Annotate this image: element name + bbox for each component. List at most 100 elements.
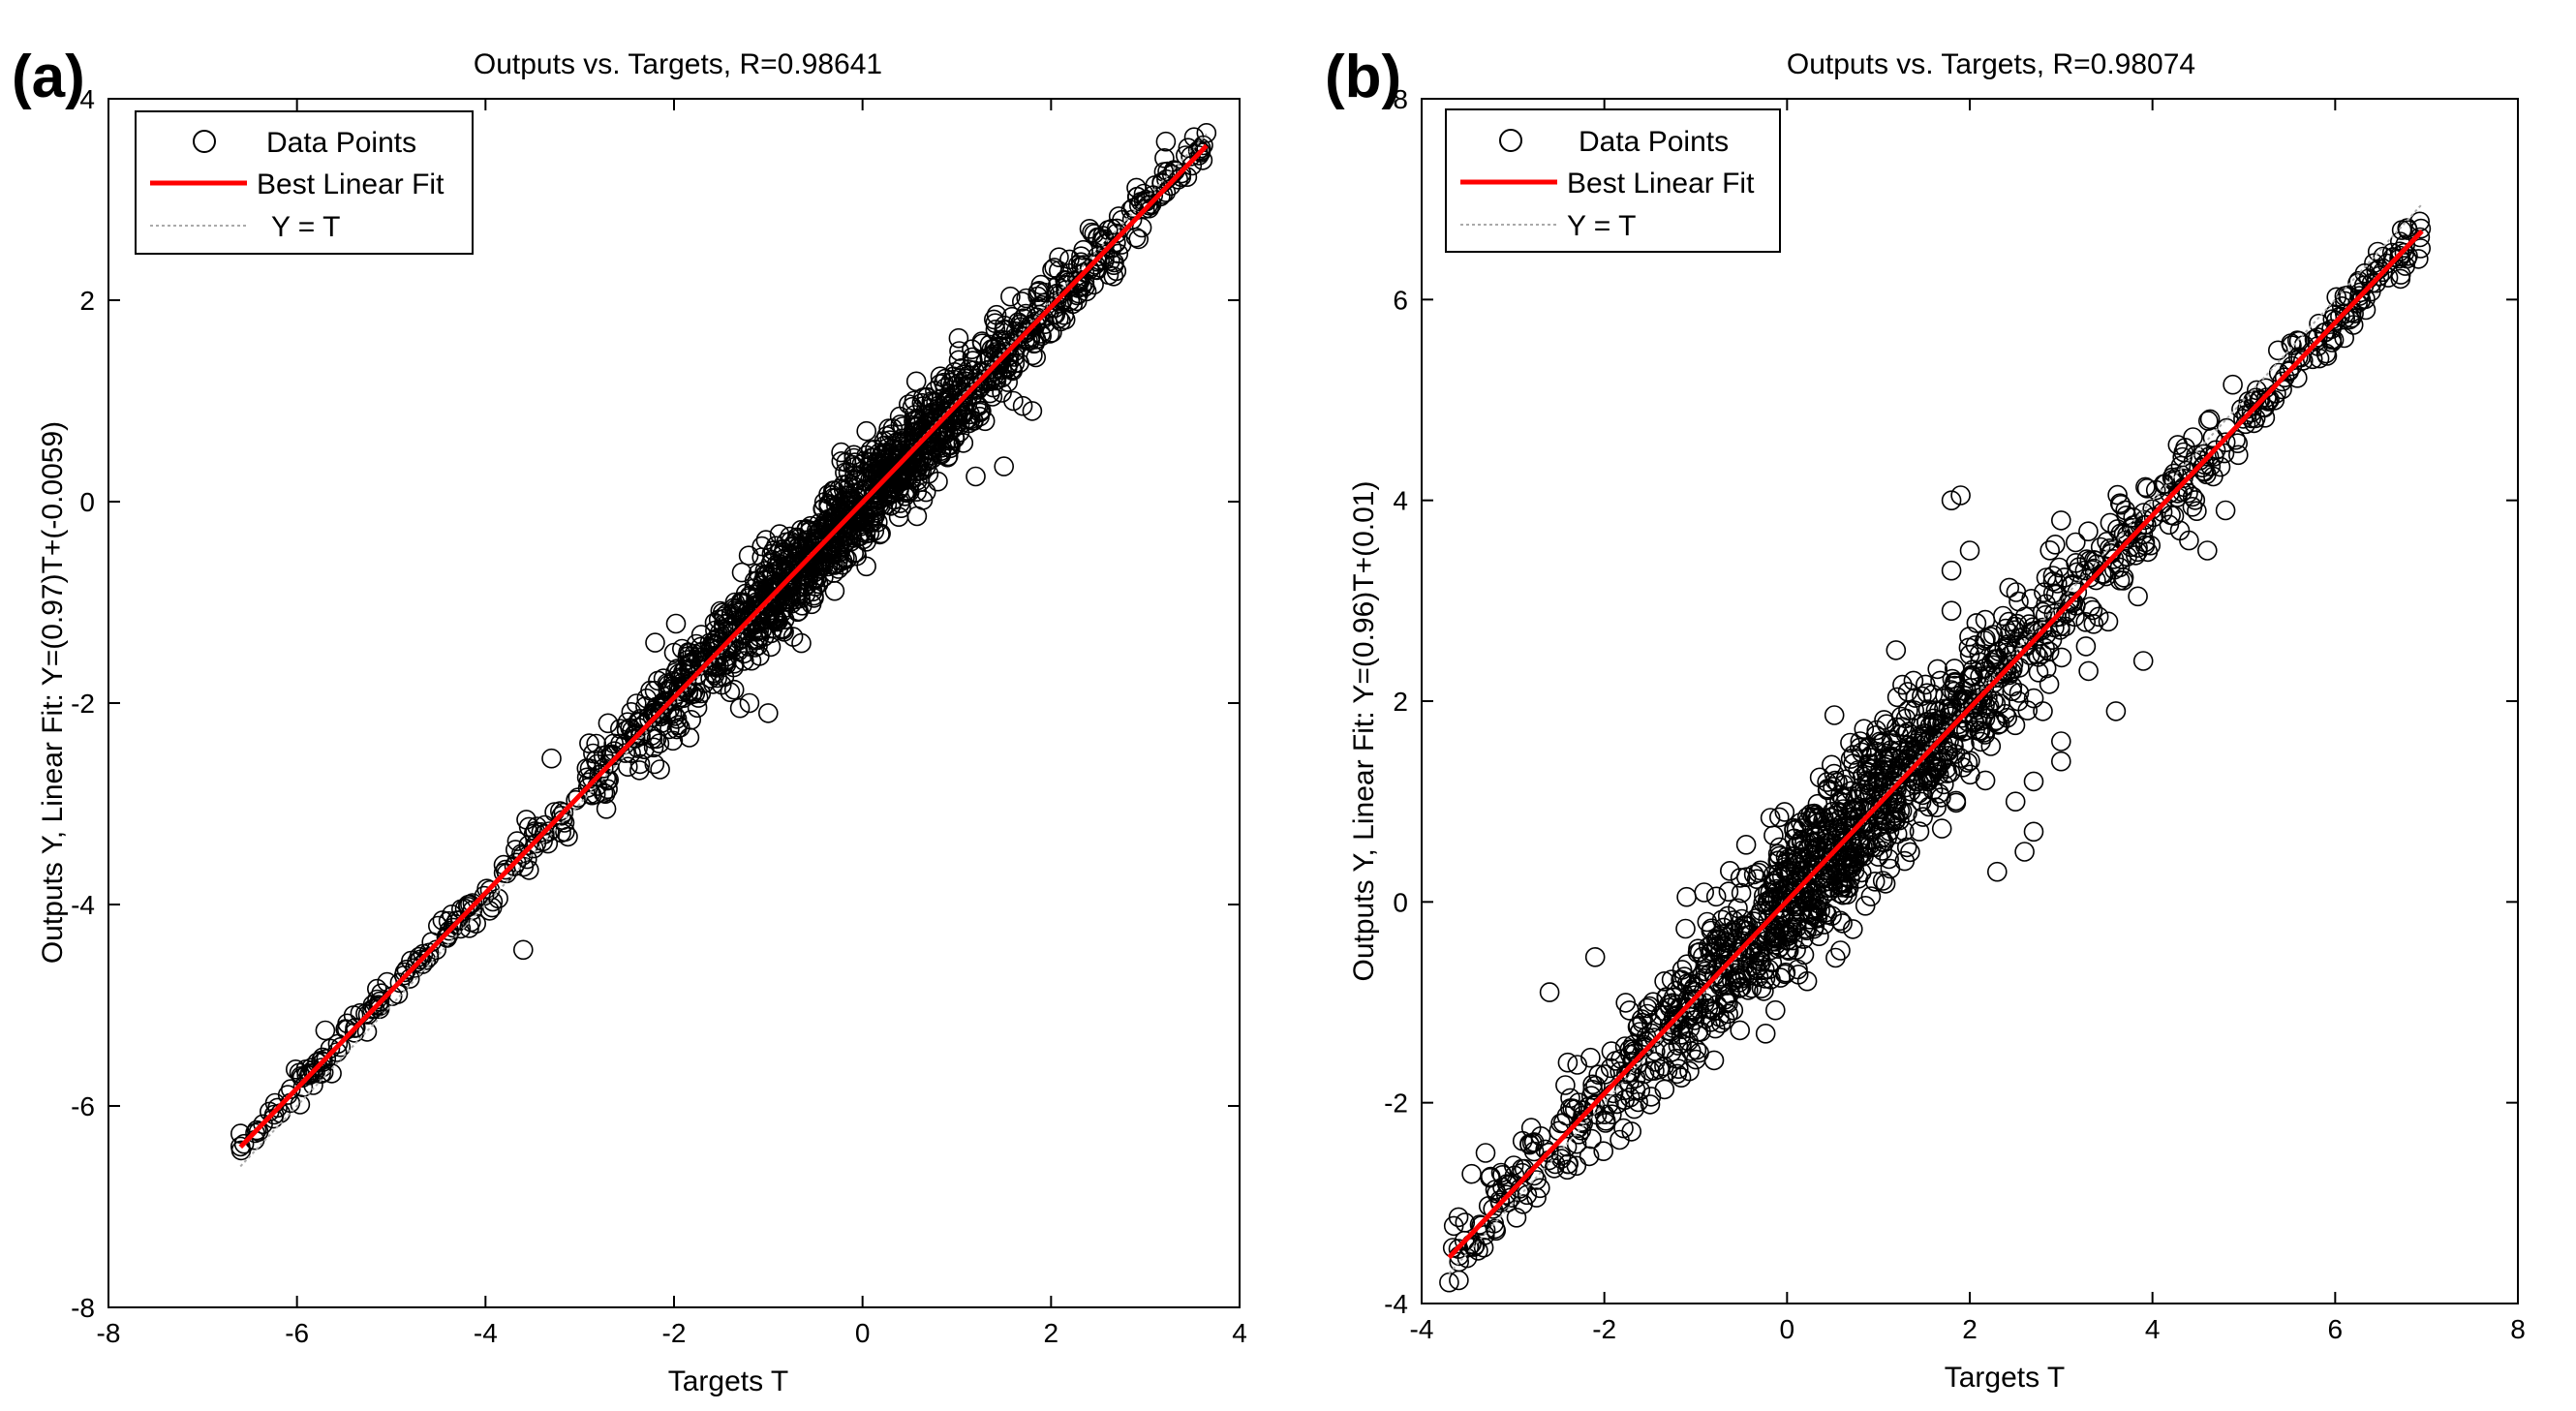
x-tick-label: 4 (1232, 1318, 1247, 1348)
panel-a-legend-marker-icon (193, 130, 216, 153)
data-point (2082, 599, 2103, 621)
data-point (729, 697, 751, 719)
data-point (2196, 540, 2218, 561)
data-point (1938, 741, 1959, 762)
data-point (1781, 917, 1802, 937)
data-point (1654, 1079, 1675, 1100)
data-point (2315, 322, 2336, 343)
data-point (1584, 946, 1606, 967)
data-point (1796, 807, 1818, 828)
data-point (646, 728, 667, 750)
data-point (971, 331, 993, 352)
data-point (2105, 701, 2127, 721)
data-point (1803, 918, 1825, 939)
data-point (1025, 332, 1046, 353)
data-point (751, 536, 773, 557)
data-point (1049, 285, 1070, 305)
data-point (1762, 952, 1783, 973)
data-point (1694, 882, 1715, 903)
data-point (1825, 947, 1846, 968)
data-point (1842, 919, 1863, 939)
data-point (442, 904, 462, 925)
data-point (2035, 637, 2055, 659)
data-point (2036, 658, 2057, 679)
data-point (847, 526, 869, 547)
data-point (1074, 276, 1095, 297)
data-point (558, 826, 578, 847)
data-point (1795, 874, 1817, 895)
y-tick-label: 0 (1393, 887, 1408, 917)
data-point (1706, 995, 1728, 1015)
data-point (974, 411, 996, 432)
data-point (872, 474, 893, 494)
panel-a: (a) Outputs vs. Targets, R=0.98641 Targe… (12, 44, 1247, 1397)
data-point (901, 469, 921, 490)
data-point (2063, 592, 2084, 613)
data-point (1817, 772, 1837, 792)
data-point (2215, 500, 2236, 521)
data-point (1697, 911, 1718, 933)
data-point (1513, 1194, 1533, 1214)
data-point (1905, 771, 1926, 792)
data-point (2132, 651, 2154, 671)
panel-b-legend-marker-icon (1499, 129, 1522, 152)
data-point (1950, 485, 1971, 506)
data-point (790, 588, 812, 609)
data-point (919, 422, 940, 443)
data-point (2282, 335, 2302, 355)
data-point (760, 636, 782, 658)
x-tick-label: -2 (662, 1318, 687, 1348)
y-tick-label: -8 (71, 1293, 95, 1323)
data-point (1774, 964, 1795, 985)
data-point (628, 738, 648, 758)
data-point (1049, 308, 1069, 329)
data-point (523, 838, 544, 859)
panel-b-legend-best-fit: Best Linear Fit (1567, 168, 1755, 199)
data-point (952, 405, 973, 426)
data-point (1864, 871, 1886, 892)
data-point (1624, 1098, 1644, 1120)
data-point (1538, 1142, 1559, 1163)
data-point (1986, 861, 2008, 882)
data-point (1520, 1118, 1542, 1138)
data-point (506, 831, 528, 851)
data-point (1602, 1104, 1622, 1124)
data-point (1705, 886, 1727, 907)
data-point (1153, 162, 1175, 182)
panel-a-legend-identity: Y = T (271, 211, 340, 243)
data-point (1154, 147, 1175, 169)
data-point (2210, 456, 2231, 477)
data-point (746, 588, 766, 609)
data-point (493, 862, 514, 883)
data-point (2377, 253, 2398, 274)
data-point (650, 759, 670, 780)
data-point (2110, 494, 2131, 515)
data-point (1931, 787, 1951, 808)
data-point (2042, 583, 2064, 604)
data-point (1788, 964, 1809, 985)
data-point (2075, 611, 2097, 632)
data-point (1008, 312, 1028, 332)
data-point (1671, 969, 1693, 991)
panel-b-label: (b) (1325, 44, 1401, 110)
data-point (1810, 901, 1830, 921)
data-point (1841, 801, 1862, 821)
data-point (504, 856, 525, 876)
data-point (1196, 122, 1217, 143)
data-point (643, 737, 664, 758)
panel-b-xlabel: Targets T (1945, 1362, 2066, 1394)
data-point (1716, 975, 1737, 996)
data-point (512, 939, 534, 961)
data-point (1735, 867, 1757, 888)
data-point (1790, 902, 1811, 922)
data-point (1843, 853, 1864, 874)
data-point (2075, 636, 2097, 657)
data-point (579, 758, 600, 779)
data-point (958, 385, 979, 407)
data-point (1557, 1052, 1579, 1073)
data-point (723, 679, 745, 700)
data-point (937, 445, 959, 467)
data-point (1523, 1132, 1545, 1152)
data-point (2349, 286, 2370, 306)
data-point (551, 805, 572, 826)
